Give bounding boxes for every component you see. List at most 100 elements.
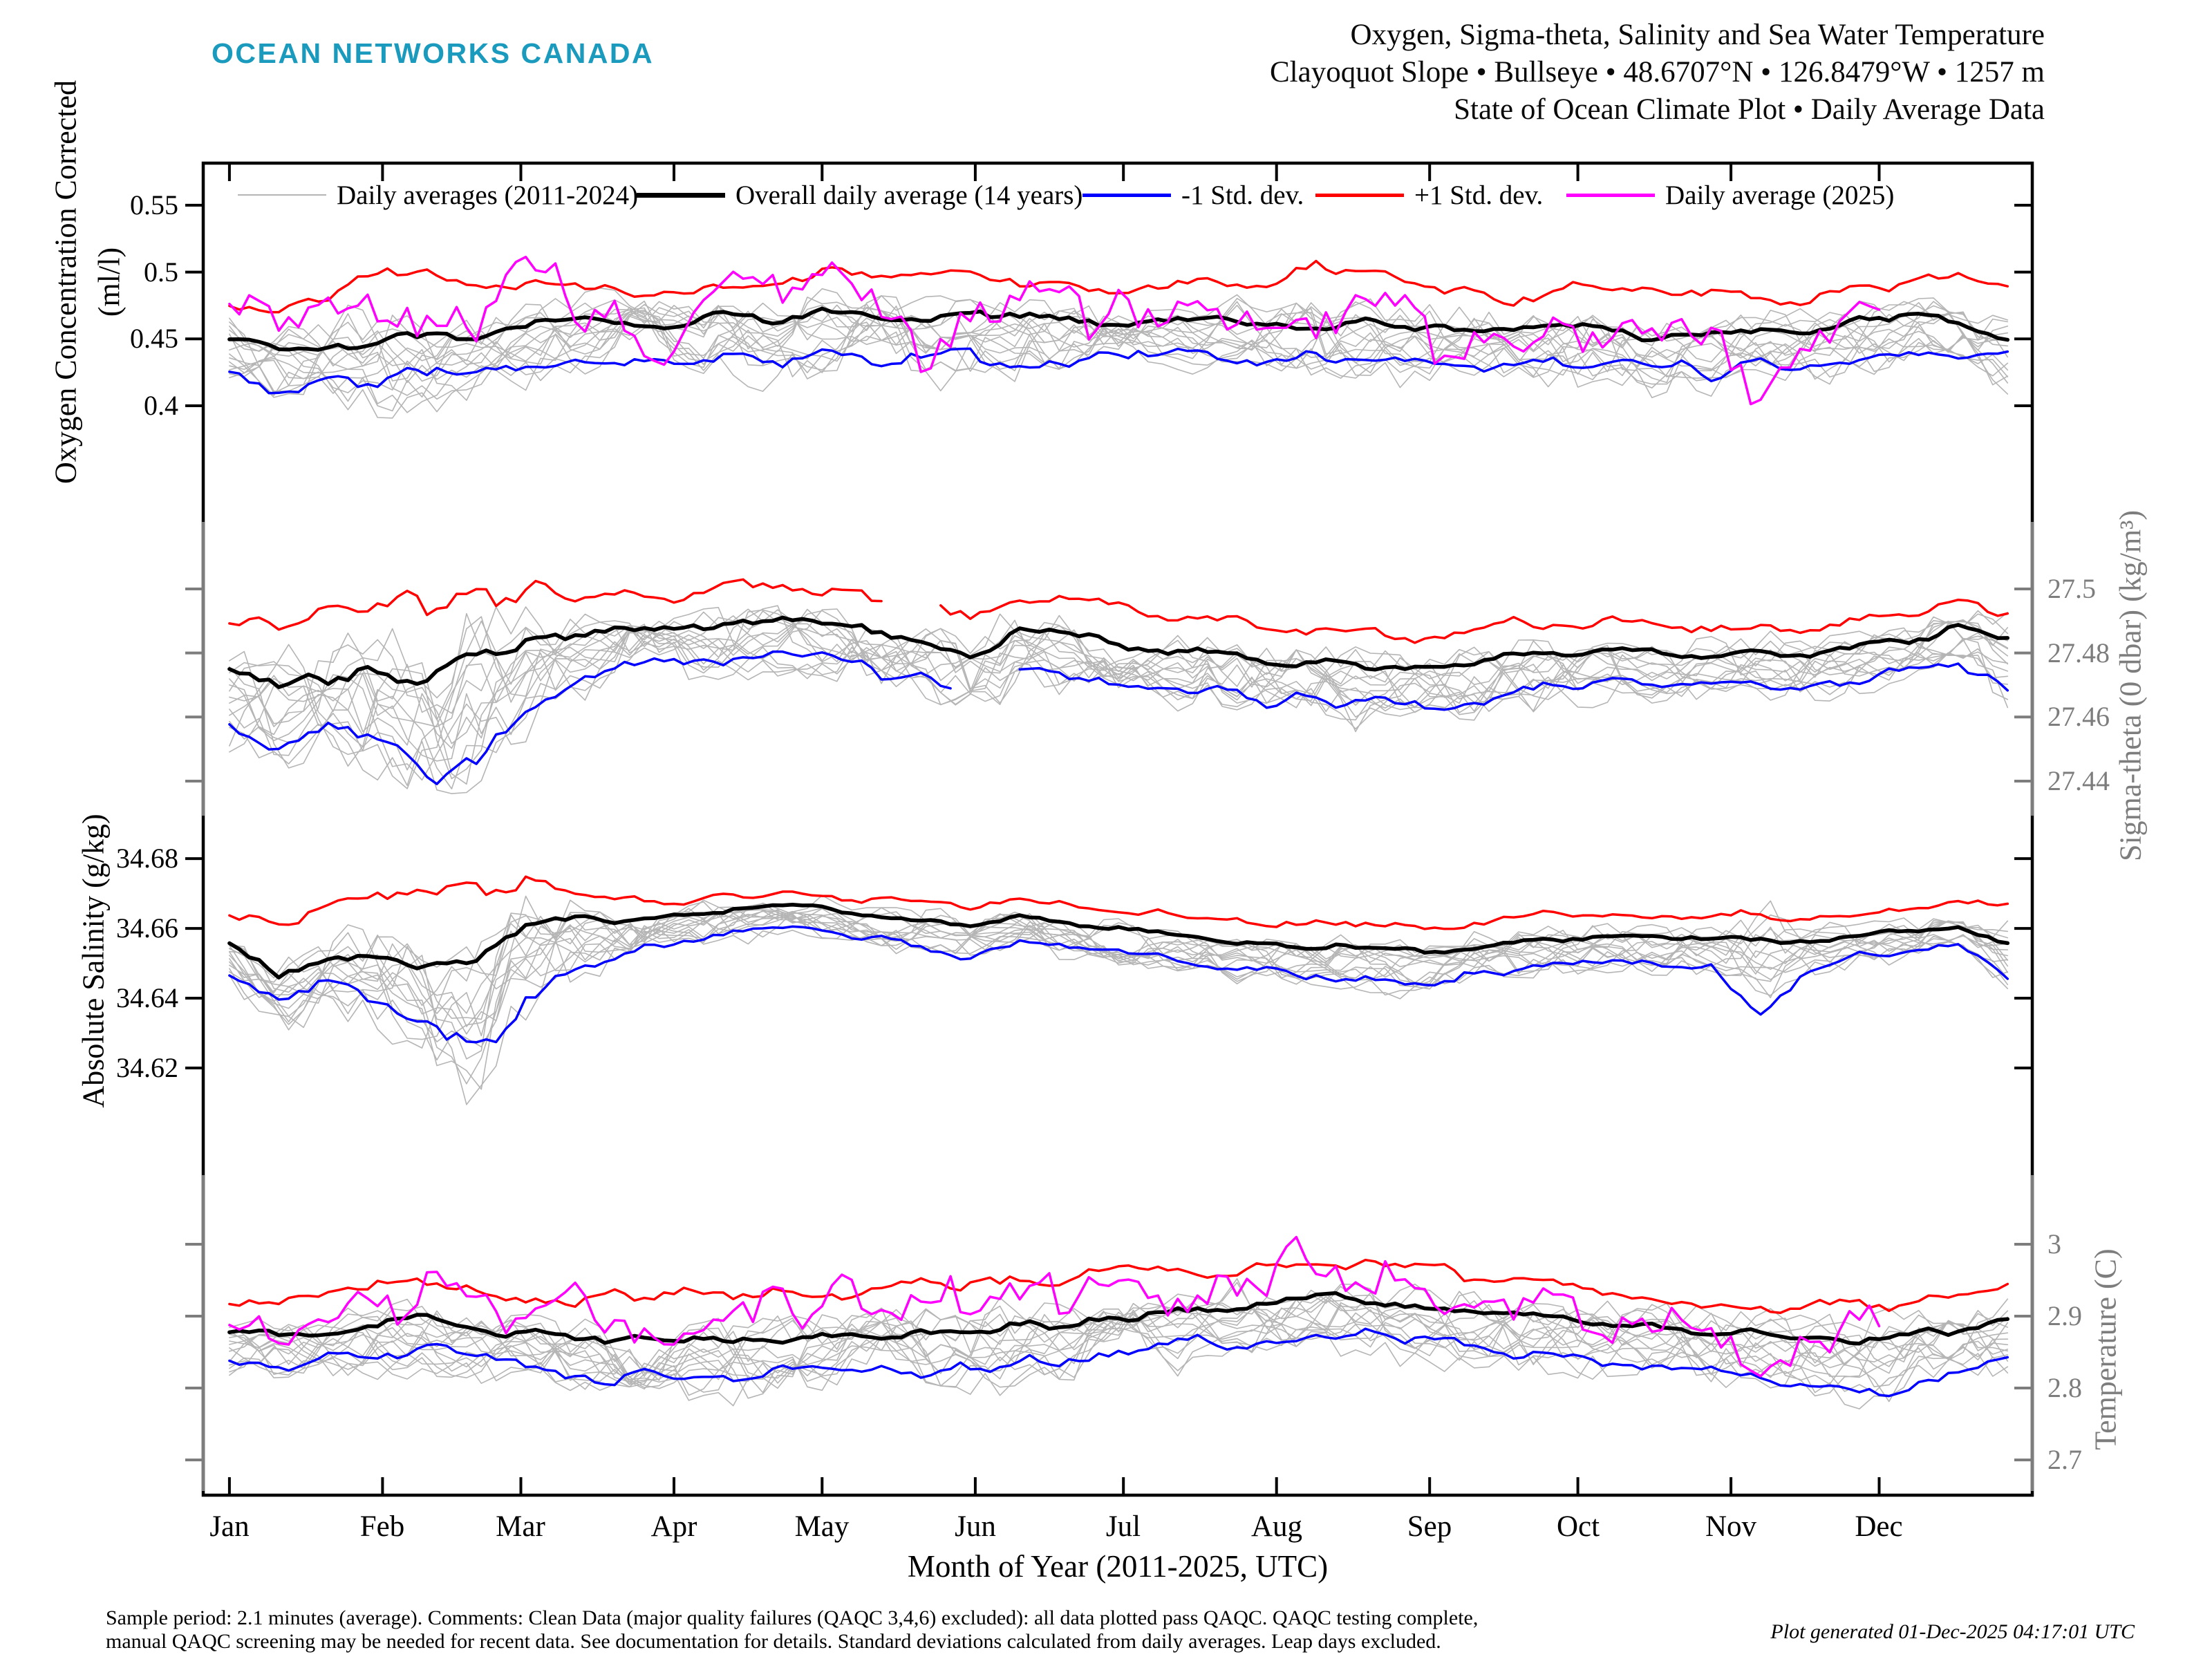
panel-oxygen-series [227,255,2010,419]
sigma-theta-year-line [229,620,2009,794]
oxygen-mean-line [227,306,2010,352]
temperature-2025-line [228,1235,1881,1378]
salinity-year-line [229,910,2009,993]
title-line-parameters: Oxygen, Sigma-theta, Salinity and Sea Wa… [1350,19,2045,51]
salinity-year-line [229,907,2009,1060]
sigma-theta-mean-line [227,615,2010,689]
legend-item-label: Daily averages (2011-2024) [337,180,639,210]
panel-salinity-series [227,875,2010,1105]
salinity-tick-label: 34.62 [116,1052,178,1083]
temperature-year-line [229,1284,2009,1387]
salinity-year-line [229,899,2009,1048]
salinity-year-line [229,895,2009,1020]
plot-generated-timestamp: Plot generated 01-Dec-2025 04:17:01 UTC [1770,1620,2135,1643]
oxygen-tick-label: 0.55 [130,189,178,221]
legend-item: -1 Std. dev. [1082,179,1304,211]
legend-item: Overall daily average (14 years) [637,179,1082,211]
legend-item: +1 Std. dev. [1315,179,1543,211]
oxygen-year-line [229,308,2009,392]
salinity-minus-1std-line [228,925,2009,1044]
temperature-year-line [229,1286,2009,1376]
temperature-year-line [229,1282,2009,1403]
legend-item: Daily average (2025) [1566,179,1894,211]
salinity-year-line [229,899,2009,1027]
sigma-theta-tick-label: 27.46 [2047,701,2110,732]
x-axis-label: Month of Year (2011-2025, UTC) [907,1549,1329,1584]
temperature-axis-label: Temperature (C) [2088,1248,2123,1450]
ocean-networks-canada-logo: OCEAN NETWORKS CANADA [212,37,655,69]
sigma-theta-tick-label: 27.5 [2047,573,2096,604]
legend-sample-line [1566,193,1655,197]
legend-item-label: Daily average (2025) [1665,180,1895,210]
oxygen-year-line [229,297,2009,419]
month-label-Sep: Sep [1407,1510,1452,1543]
title-line-location: Clayoquot Slope • Bullseye • 48.6707°N •… [1269,56,2045,88]
legend-sample-line [1315,193,1404,197]
month-label-Jan: Jan [209,1510,250,1543]
oxygen-year-line [229,295,2009,393]
title-line-plot-type: State of Ocean Climate Plot • Daily Aver… [1454,93,2045,126]
month-label-Jun: Jun [955,1510,996,1543]
month-label-Dec: Dec [1855,1510,1903,1543]
sigma-theta-tick-label: 27.44 [2047,765,2110,796]
footer-comments: Sample period: 2.1 minutes (average). Co… [106,1606,1478,1653]
temperature-minus-1std-line [228,1327,2009,1398]
temperature-year-line [229,1283,2009,1407]
sigma-theta-year-line [229,610,2009,789]
sigma-theta-plus-1std-line [228,578,2009,644]
temperature-mean-line [227,1291,2010,1346]
month-label-May: May [794,1510,850,1543]
legend-item-label: +1 Std. dev. [1414,180,1544,210]
footer-comments-line2: manual QAQC screening may be needed for … [106,1630,1441,1653]
month-label-Jul: Jul [1105,1510,1141,1543]
month-label-Aug: Aug [1250,1510,1303,1543]
panel-sigma-theta-series [227,578,2010,794]
sigma-theta-year-line [229,610,2009,728]
sigma-theta-axis-label: Sigma-theta (0 dbar) (kg/m³) [2113,509,2148,862]
salinity-year-line [229,902,2009,1090]
oxygen-year-line [229,294,2009,400]
legend-sample-line [1082,193,1171,197]
footer-comments-line1: Sample period: 2.1 minutes (average). Co… [106,1606,1479,1629]
temperature-year-line [229,1293,2009,1396]
sigma-theta-year-line [229,608,2009,769]
sigma-theta-minus-1std-line [228,650,2009,785]
oxygen-2025-line [228,255,1881,406]
legend-sample-line [637,192,725,198]
temperature-tick-label: 2.8 [2047,1372,2082,1403]
temperature-tick-label: 2.9 [2047,1300,2082,1331]
temperature-tick-label: 2.7 [2047,1444,2082,1475]
oxygen-year-line [229,302,2009,397]
month-label-Mar: Mar [496,1510,545,1543]
month-label-Apr: Apr [650,1510,697,1543]
temperature-tick-label: 3 [2047,1228,2061,1259]
oxygen-minus-1std-line [228,347,2009,395]
month-label-Feb: Feb [359,1510,405,1543]
plot-title-block: Oxygen, Sigma-theta, Salinity and Sea Wa… [1270,17,2045,129]
oxygen-year-line [229,299,2009,386]
oxygen-tick-label: 0.5 [144,256,178,288]
temperature-year-line [229,1297,2009,1409]
legend-item-label: Overall daily average (14 years) [735,180,1083,210]
salinity-year-line [229,901,2009,1085]
temperature-plus-1std-line [228,1258,2009,1315]
month-label-Oct: Oct [1556,1510,1600,1543]
legend-sample-line [238,194,326,196]
oxygen-year-line [229,301,2009,391]
sigma-theta-year-line [229,613,2009,785]
month-label-Nov: Nov [1705,1510,1757,1543]
sigma-theta-year-line [229,609,2009,744]
panel-temperature-series [227,1235,2010,1409]
oxygen-year-line [229,299,2009,395]
oxygen-tick-label: 0.4 [144,390,178,421]
sigma-theta-tick-label: 27.48 [2047,637,2110,668]
salinity-tick-label: 34.68 [116,843,178,874]
oxygen-tick-label: 0.45 [130,323,178,354]
oxygen-year-line [229,288,2009,386]
salinity-mean-line [227,902,2010,980]
salinity-plus-1std-line [228,875,2009,930]
salinity-tick-label: 34.66 [116,912,178,944]
plot-box [201,161,2034,1497]
legend-item-label: -1 Std. dev. [1181,180,1304,210]
